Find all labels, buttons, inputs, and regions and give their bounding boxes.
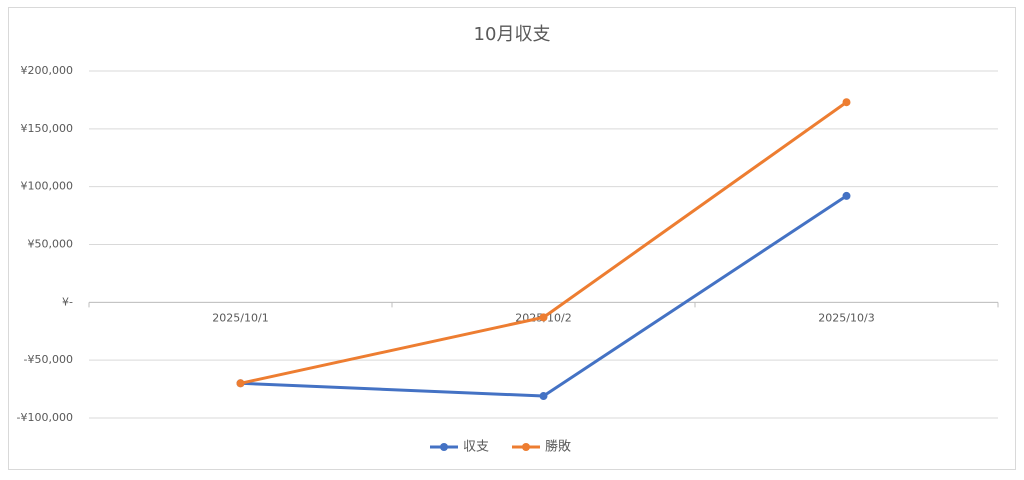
y-tick-label: -¥50,000	[24, 353, 73, 366]
legend-marker	[440, 443, 448, 451]
y-tick-label: ¥150,000	[21, 122, 74, 135]
x-tick-label: 2025/10/3	[818, 311, 874, 324]
data-point	[842, 191, 851, 200]
y-tick-label: -¥100,000	[17, 411, 73, 424]
data-point	[539, 313, 548, 322]
legend-label: 収支	[463, 440, 489, 455]
chart-border	[8, 7, 1016, 470]
y-tick-label: ¥50,000	[28, 238, 74, 251]
chart-title: 10月収支	[474, 24, 551, 45]
x-tick-label: 2025/10/1	[212, 311, 268, 324]
data-point	[539, 392, 548, 401]
legend-label: 勝敗	[545, 440, 571, 455]
legend-marker	[522, 443, 530, 451]
data-point	[236, 379, 245, 388]
data-point	[842, 98, 851, 107]
y-tick-label: ¥-	[62, 295, 73, 308]
y-tick-label: ¥100,000	[21, 180, 74, 193]
y-tick-label: ¥200,000	[21, 64, 74, 77]
